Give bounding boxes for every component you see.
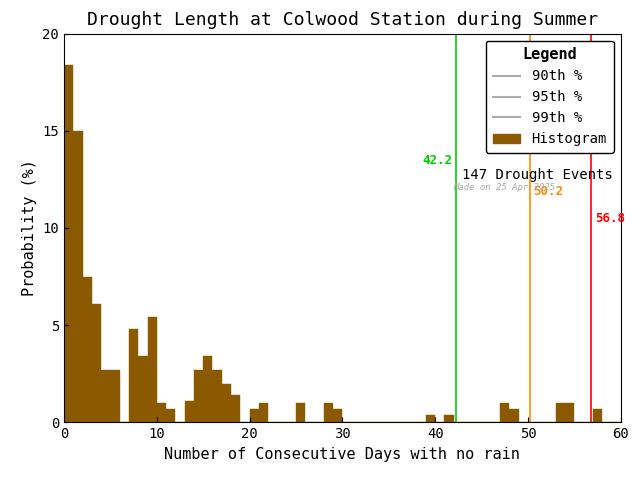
Bar (73, 131, 83, 422)
Bar (64, 65, 73, 422)
Text: 56.8: 56.8 (595, 213, 625, 226)
Bar (166, 409, 175, 422)
Legend: 90th %, 95th %, 99th %, Histogram: 90th %, 95th %, 99th %, Histogram (486, 40, 614, 153)
Text: 147 Drought Events: 147 Drought Events (461, 168, 612, 182)
Bar (222, 384, 231, 422)
Bar (194, 370, 204, 422)
Bar (324, 403, 333, 422)
X-axis label: Number of Consecutive Days with no rain: Number of Consecutive Days with no rain (164, 447, 520, 462)
Bar (565, 403, 574, 422)
Bar (259, 403, 268, 422)
Title: Drought Length at Colwood Station during Summer: Drought Length at Colwood Station during… (87, 11, 598, 29)
Bar (157, 403, 166, 422)
Bar (556, 403, 565, 422)
Bar (204, 356, 212, 422)
Bar (296, 403, 305, 422)
Y-axis label: Probability (%): Probability (%) (22, 159, 37, 297)
Bar (184, 401, 194, 422)
Text: 42.2: 42.2 (422, 154, 452, 167)
Bar (212, 370, 222, 422)
Bar (250, 409, 259, 422)
Bar (138, 356, 148, 422)
Bar (426, 415, 435, 422)
Text: 50.2: 50.2 (534, 185, 564, 198)
Bar (333, 409, 342, 422)
Bar (500, 403, 509, 422)
Bar (444, 415, 454, 422)
Bar (129, 329, 138, 422)
Bar (593, 409, 602, 422)
Bar (509, 409, 518, 422)
Bar (83, 276, 92, 422)
Bar (92, 304, 101, 422)
Bar (147, 317, 157, 422)
Bar (231, 395, 241, 422)
Text: Made on 25 Apr 2025: Made on 25 Apr 2025 (454, 183, 556, 192)
Bar (111, 370, 120, 422)
Bar (101, 370, 111, 422)
